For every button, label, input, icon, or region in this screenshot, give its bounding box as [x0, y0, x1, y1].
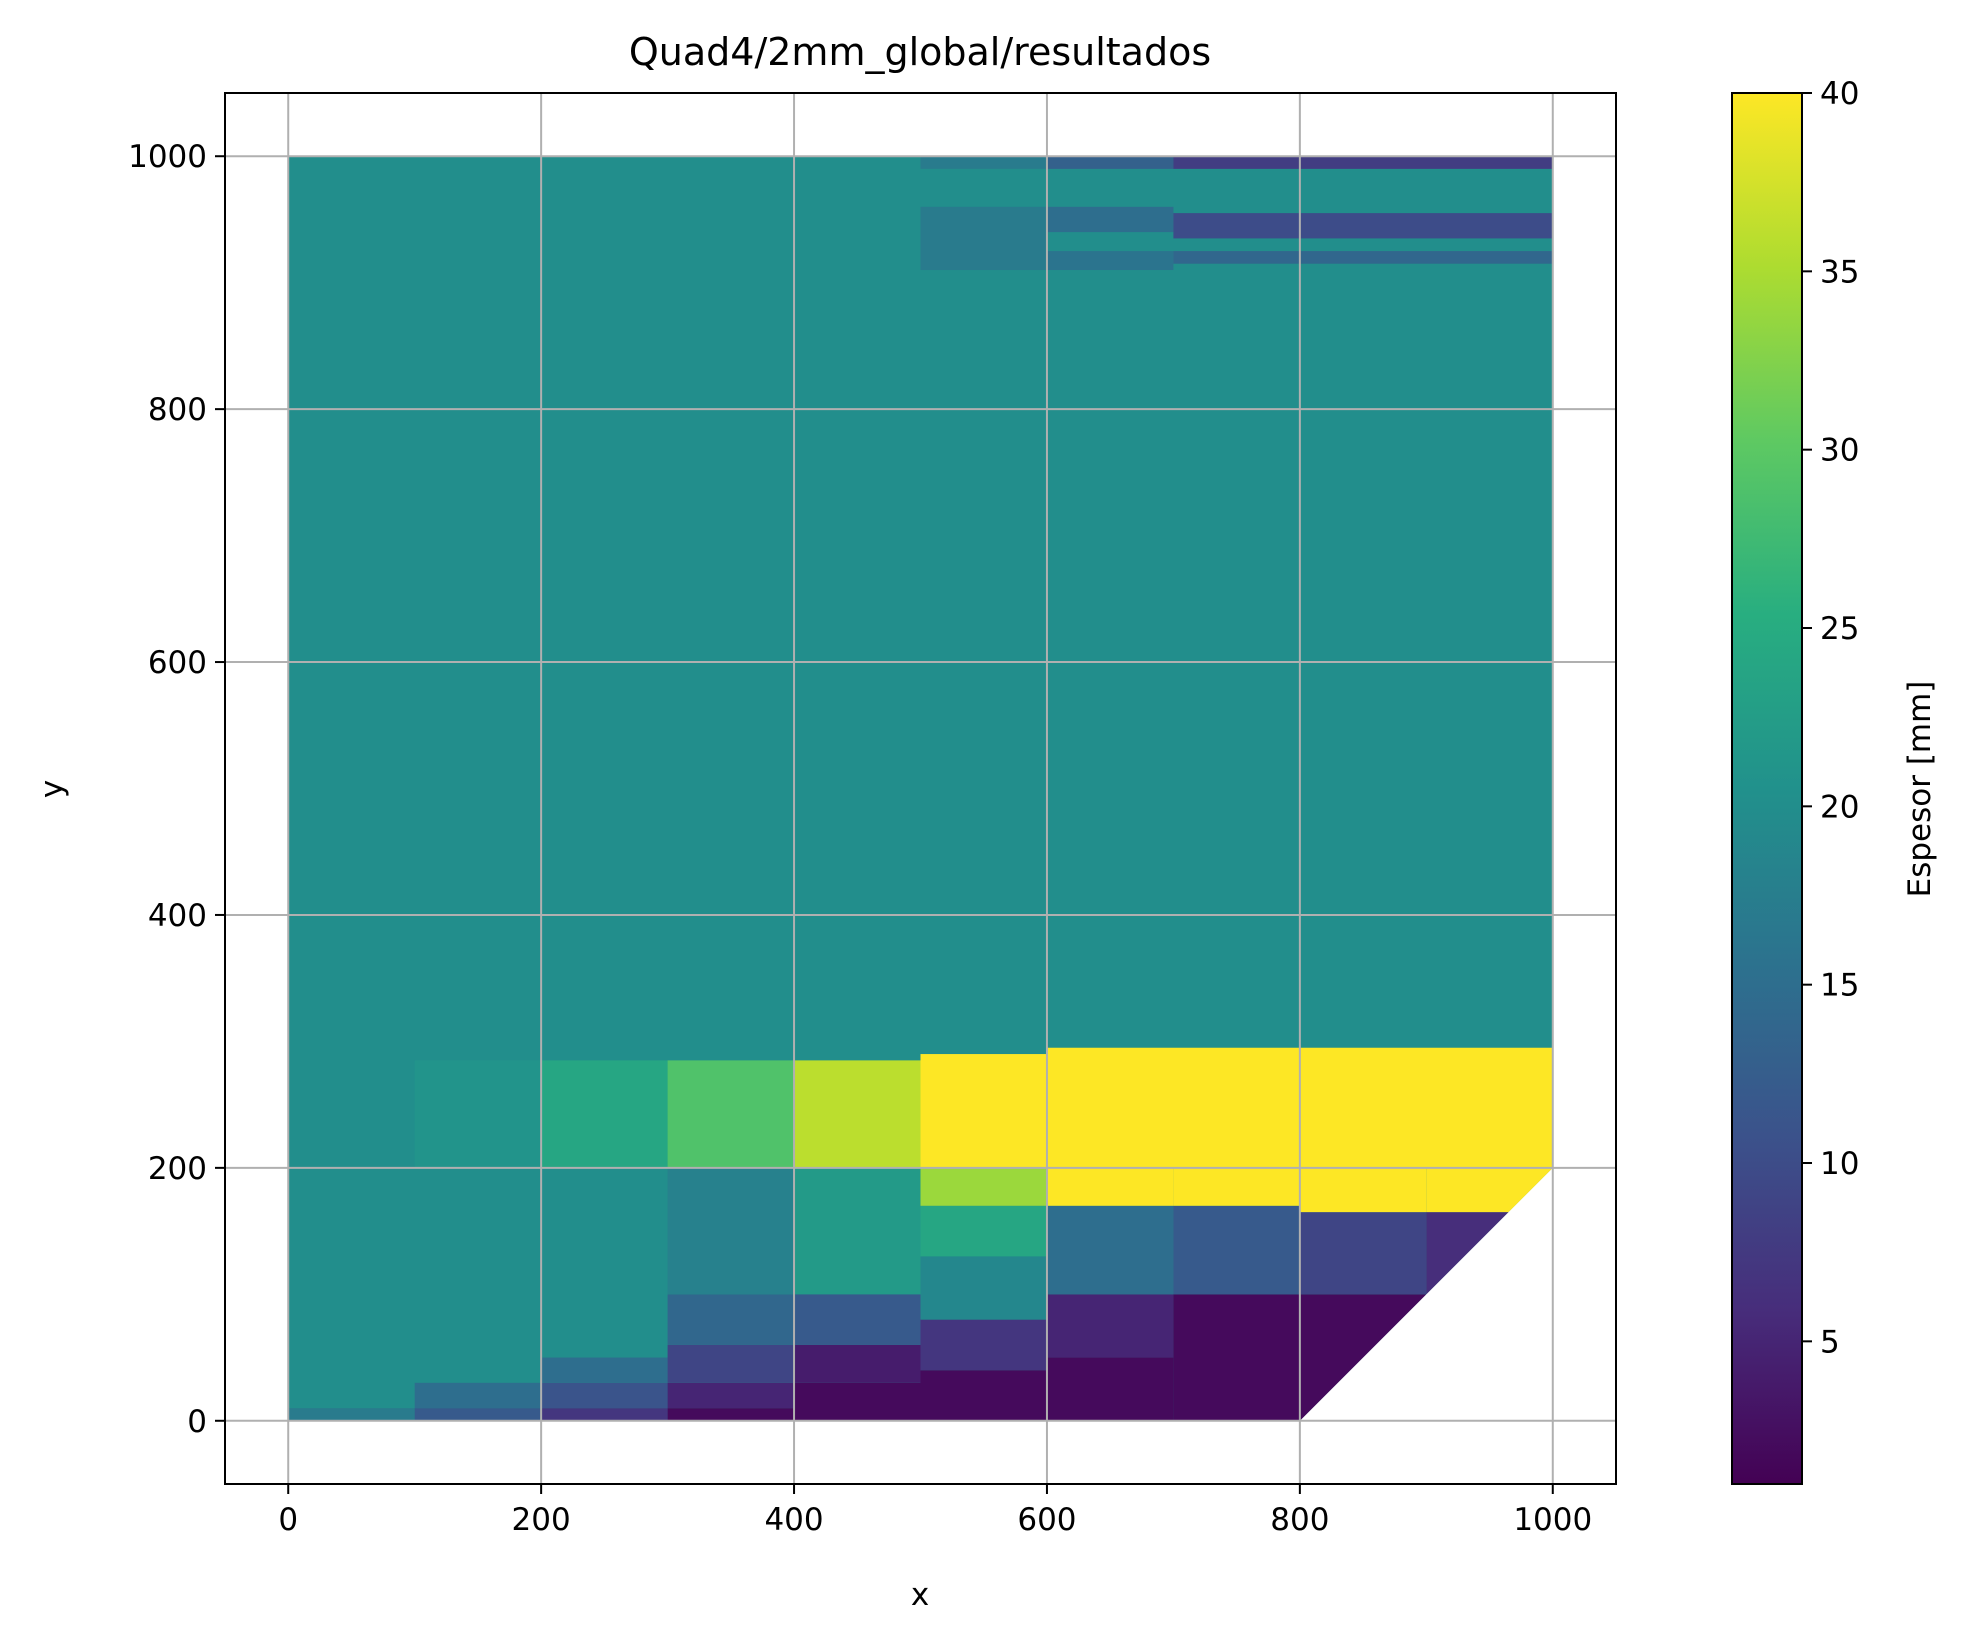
- colorbar-ticks: 5 10 15 20 25 30 35 40: [1802, 76, 1859, 1360]
- heatmap-cell: [288, 1060, 415, 1168]
- heatmap-cell: [1173, 1294, 1300, 1421]
- heatmap-cell: [541, 1060, 668, 1168]
- colorbar-tick-label: 25: [1820, 611, 1859, 647]
- heatmap-cell: [1173, 213, 1553, 239]
- x-tick-label: 200: [512, 1502, 571, 1538]
- heatmap-cell: [920, 156, 1047, 169]
- heatmap-cell: [1299, 1167, 1427, 1213]
- heatmap-cell: [1426, 1212, 1553, 1295]
- heatmap-cell: [1046, 1205, 1174, 1295]
- y-axis-ticks: 0 200 400 600 800 1000: [128, 139, 225, 1440]
- heatmap-cell: [1173, 156, 1553, 169]
- heatmap-cell: [920, 1167, 1047, 1206]
- heatmap-cell: [667, 1344, 795, 1383]
- colorbar-tick-label: 15: [1820, 968, 1859, 1004]
- heatmap-cell: [920, 1256, 1047, 1320]
- y-tick-label: 400: [148, 898, 207, 934]
- colorbar-tick-label: 20: [1820, 789, 1859, 825]
- heatmap-cell: [794, 1382, 921, 1421]
- y-axis-label: y: [34, 780, 70, 798]
- heatmap-cell: [1046, 1357, 1174, 1421]
- colorbar: [1731, 92, 1803, 1485]
- heatmap-cell: [541, 1382, 668, 1409]
- heatmap-cell: [667, 1408, 795, 1421]
- plot-frame: [224, 92, 1617, 1485]
- x-tick-label: 1000: [1513, 1502, 1592, 1538]
- heatmap-cell: [1426, 1167, 1553, 1213]
- heatmap-cell: [667, 1294, 795, 1345]
- heatmap-cell: [1173, 251, 1553, 264]
- heatmap-cell: [667, 1167, 795, 1295]
- heatmap-cell: [667, 1382, 795, 1409]
- y-tick-label: 0: [187, 1404, 207, 1440]
- y-tick-label: 1000: [128, 139, 207, 175]
- heatmap-cell: [1046, 251, 1174, 271]
- chart-title: Quad4/2mm_global/resultados: [629, 30, 1211, 74]
- x-axis-ticks: 0 200 400 600 800 1000: [278, 1484, 1592, 1538]
- heatmap-cell: [920, 1370, 1047, 1421]
- heatmap-cell: [1046, 206, 1174, 233]
- heatmap-cell: [1046, 1167, 1174, 1206]
- heatmap-cell: [920, 206, 1047, 271]
- heatmap-cell: [414, 1382, 542, 1409]
- y-tick-label: 200: [148, 1151, 207, 1187]
- heatmap-cell: [667, 1060, 795, 1168]
- heatmap-cell: [794, 1060, 921, 1168]
- heatmap-cell: [794, 1344, 921, 1383]
- x-tick-label: 0: [278, 1502, 298, 1538]
- heatmap-cell: [920, 1054, 1047, 1168]
- colorbar-tick-label: 5: [1820, 1324, 1840, 1360]
- grid-lines: [225, 93, 1616, 1484]
- heatmap-cell: [414, 1060, 542, 1168]
- x-axis-label: x: [911, 1577, 929, 1613]
- heatmap-cell: [288, 1408, 415, 1421]
- colorbar-tick-label: 40: [1820, 76, 1859, 112]
- heatmap-cell: [1299, 1294, 1427, 1421]
- x-tick-label: 800: [1270, 1502, 1329, 1538]
- x-tick-label: 400: [764, 1502, 823, 1538]
- y-tick-label: 800: [148, 392, 207, 428]
- x-tick-label: 600: [1017, 1502, 1076, 1538]
- y-tick-label: 600: [148, 645, 207, 681]
- heatmap-cell: [1299, 1212, 1427, 1295]
- heatmap-cell: [794, 1294, 921, 1345]
- heatmap-cell: [1173, 1167, 1300, 1206]
- colorbar-tick-label: 35: [1820, 254, 1859, 290]
- heatmap-cell: [414, 1408, 542, 1421]
- heatmap-data-layer: [288, 156, 1553, 1421]
- heatmap-cell: [794, 1167, 921, 1295]
- heatmap-cell: [541, 1408, 668, 1421]
- colorbar-tick-label: 30: [1820, 433, 1859, 469]
- heatmap-cell: [1046, 156, 1174, 169]
- heatmap-cell: [1046, 1294, 1174, 1358]
- heatmap-cell: [920, 1205, 1047, 1257]
- colorbar-tick-label: 10: [1820, 1146, 1859, 1182]
- heatmap-cell: [920, 1319, 1047, 1371]
- colorbar-label: Espesor [mm]: [1902, 681, 1938, 898]
- heatmap-cell: [541, 1357, 668, 1383]
- heatmap-cell: [1173, 1205, 1300, 1295]
